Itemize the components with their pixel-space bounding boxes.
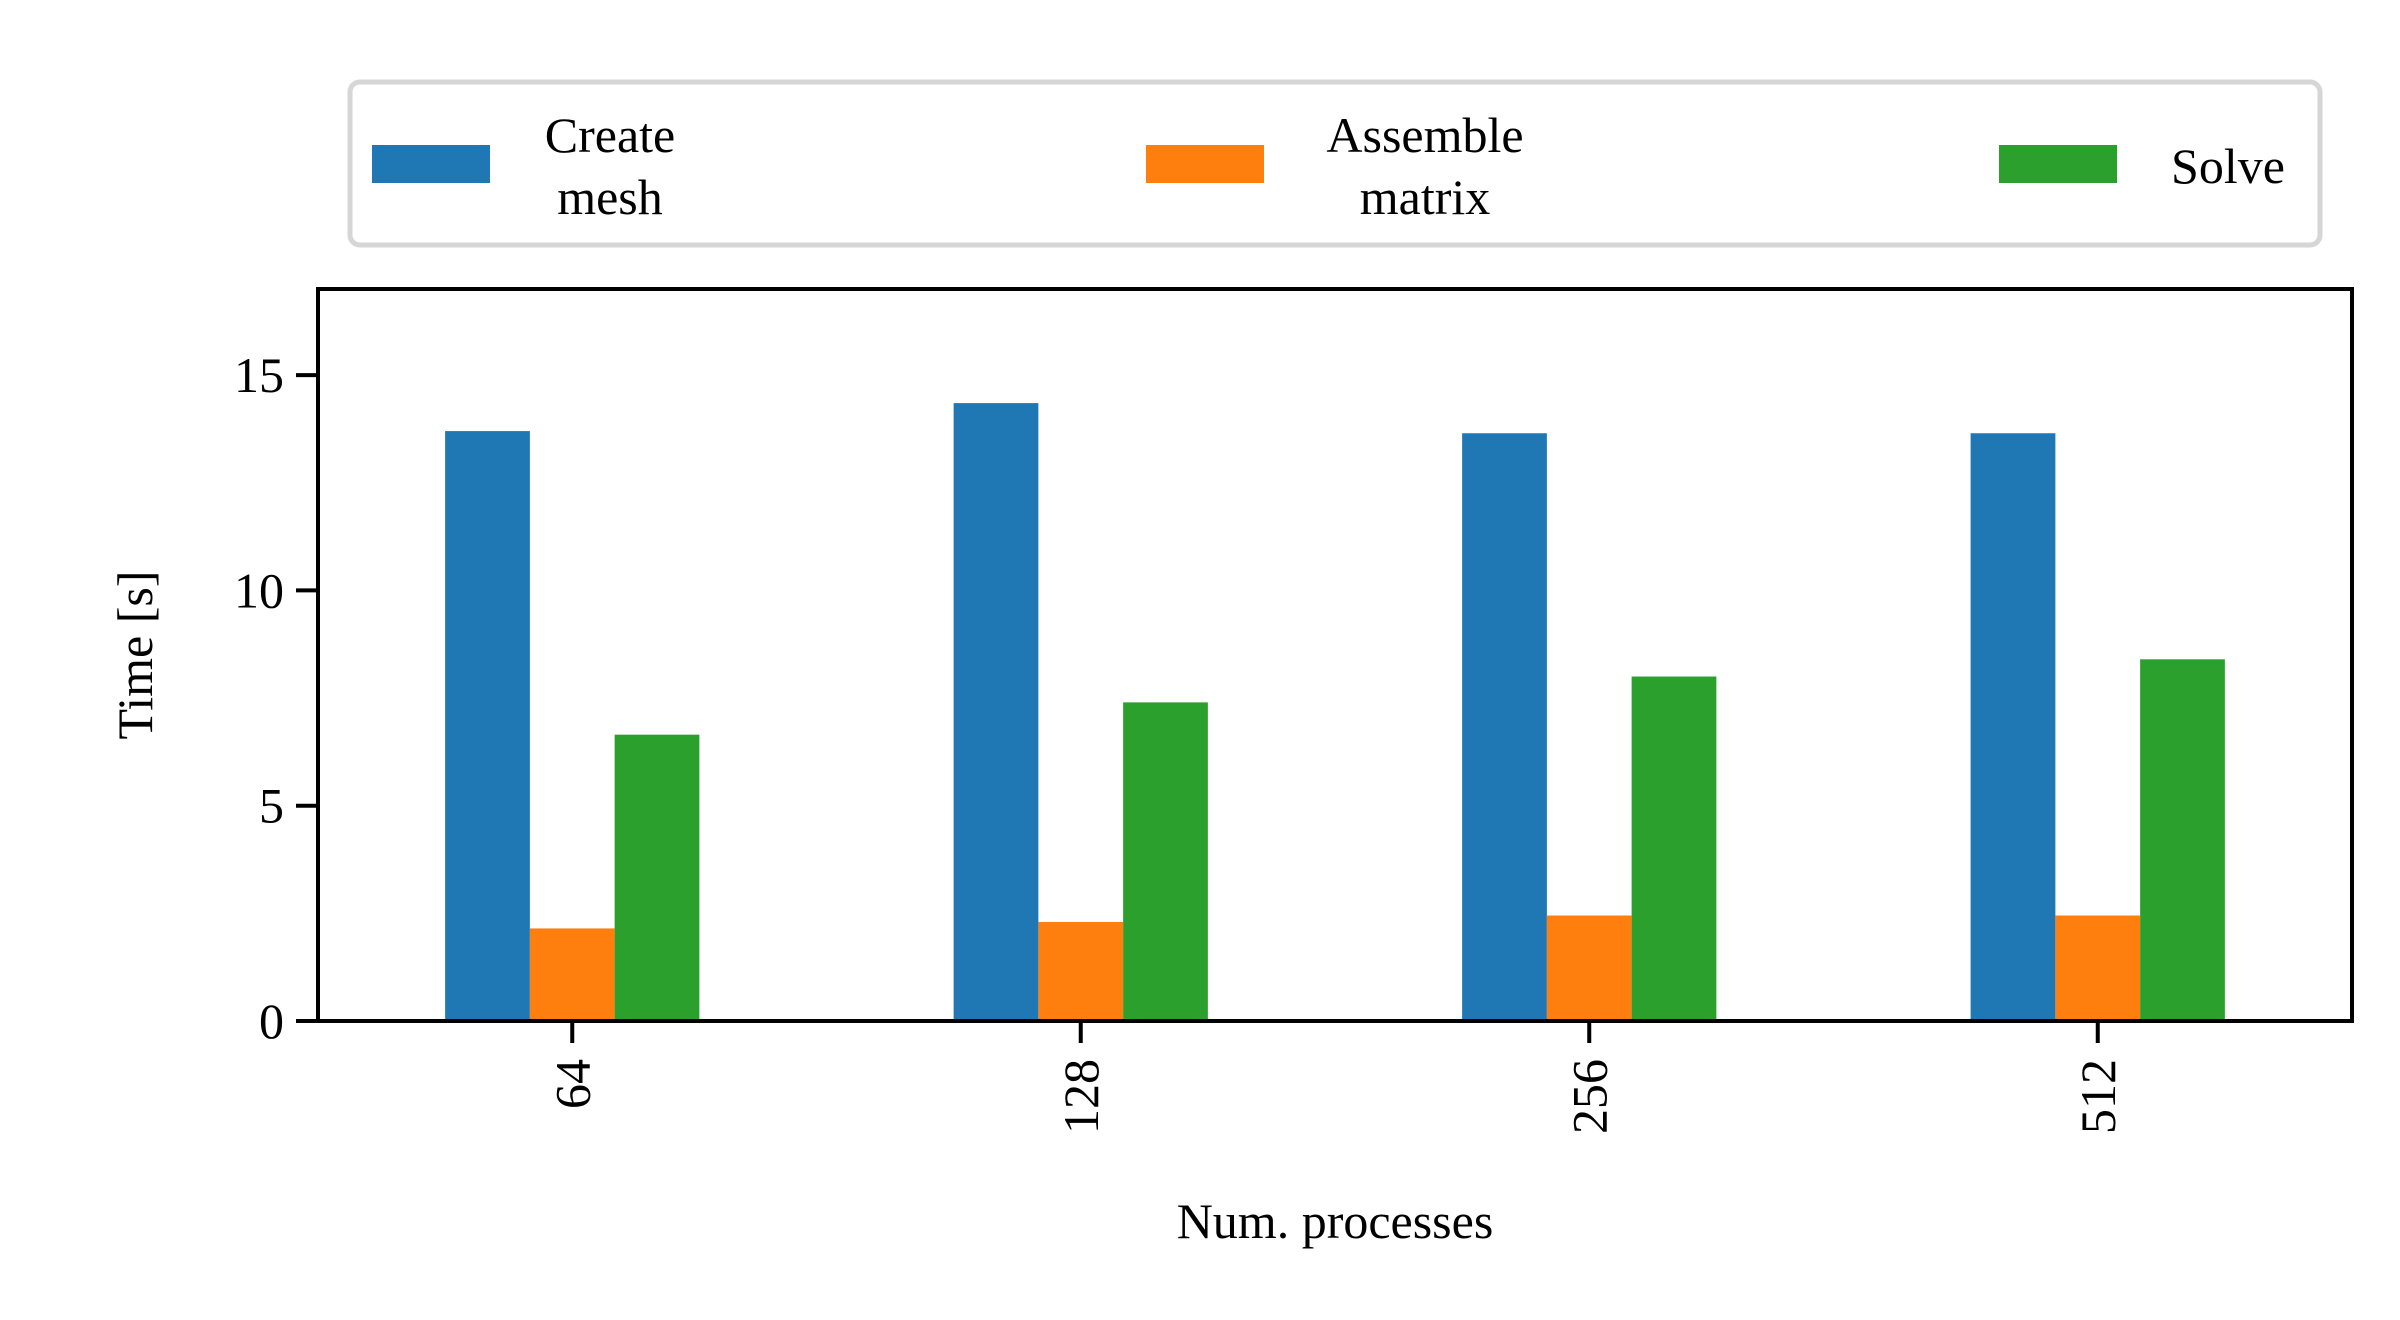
- y-tick-label: 0: [259, 993, 284, 1049]
- legend-frame: [347, 79, 2323, 248]
- x-tick-label: 512: [2070, 1059, 2126, 1134]
- bar-create-mesh-256: [1462, 433, 1547, 1021]
- bar-create-mesh-512: [1970, 433, 2056, 1021]
- bar-assemble-matrix-256: [1546, 915, 1632, 1021]
- bar-create-mesh-64: [445, 431, 530, 1021]
- y-tick-label: 15: [234, 347, 284, 403]
- bar-assemble-matrix-64: [529, 928, 615, 1021]
- bar-solve-128: [1123, 702, 1208, 1021]
- y-tick-label: 10: [234, 562, 284, 618]
- bar-assemble-matrix-512: [2055, 915, 2141, 1021]
- legend: Create mesh Assemble matrix Solve: [347, 79, 2323, 248]
- legend-label: Solve: [2171, 138, 2285, 194]
- legend-swatch: [1146, 145, 1264, 183]
- x-tick-label: 256: [1561, 1059, 1617, 1134]
- bar-assemble-matrix-128: [1038, 921, 1124, 1021]
- legend-label: Create mesh: [545, 107, 675, 225]
- bar-solve-64: [614, 734, 700, 1021]
- plot-frame: [316, 287, 2354, 1023]
- bar-create-mesh-128: [953, 403, 1039, 1021]
- legend-label: Assemble matrix: [1326, 107, 1523, 225]
- bar-solve-512: [2140, 659, 2225, 1021]
- y-axis-label: Time [s]: [107, 570, 163, 739]
- y-tick-label: 5: [259, 778, 284, 834]
- x-tick-label: 64: [544, 1059, 600, 1109]
- x-tick-label: 128: [1053, 1059, 1109, 1134]
- bars-group: [445, 403, 2225, 1021]
- legend-swatch: [372, 145, 490, 183]
- x-axis: 64 128 256 512: [544, 1021, 2126, 1134]
- x-axis-label: Num. processes: [1177, 1193, 1494, 1249]
- legend-swatch: [1999, 145, 2117, 183]
- y-axis: 0 5 10 15: [234, 347, 318, 1049]
- bar-solve-256: [1631, 676, 1717, 1021]
